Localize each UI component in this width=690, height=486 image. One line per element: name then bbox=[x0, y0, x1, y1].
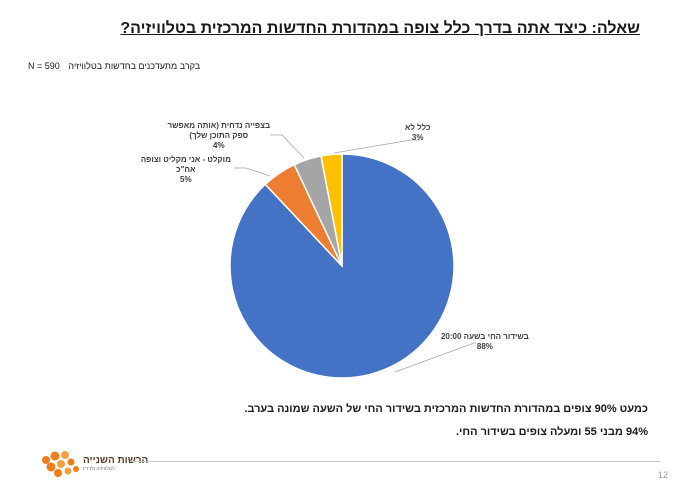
leader-line-0 bbox=[394, 342, 476, 373]
sample-info: N = 590 בקרב מתעדכנים בחדשות בטלוויזיה bbox=[28, 61, 328, 71]
page-number: 12 bbox=[657, 470, 668, 480]
logo-text: הרשות השנייה bbox=[83, 455, 149, 466]
footer-divider bbox=[130, 461, 660, 462]
slice-label-1: מוקלט - אני מקליט וצופה אח"כ 5% bbox=[141, 155, 231, 184]
conclusion-1: כמעט 90% צופים במהדורת החדשות המרכזית בש… bbox=[244, 403, 648, 415]
leader-line-3 bbox=[333, 139, 420, 154]
sample-size: N = 590 bbox=[28, 61, 60, 71]
leader-line-2 bbox=[270, 134, 305, 159]
logo-subtext: לטלוויזיה ולרדיו bbox=[83, 466, 115, 472]
logo-icon bbox=[42, 451, 79, 477]
pie-slice-3 bbox=[320, 153, 343, 267]
slide-title: שאלה: כיצד אתה בדרך כלל צופה במהדורת החד… bbox=[120, 20, 640, 37]
sample-description: בקרב מתעדכנים בחדשות בטלוויזיה bbox=[68, 61, 201, 71]
leader-line-1 bbox=[234, 167, 271, 177]
conclusion-2: 94% מבני 55 ומעלה צופים בשידור החי. bbox=[456, 426, 648, 438]
conclusions: כמעט 90% צופים במהדורת החדשות המרכזית בש… bbox=[128, 403, 648, 449]
slice-label-0: בשידור החי בשעה 20:00 88% bbox=[441, 332, 529, 351]
slice-label-2: בצפייה נדחית (אותה מאפשר ספק התוכן שלך) 4% bbox=[167, 121, 270, 150]
slice-label-3: כלל לא 3% bbox=[405, 123, 431, 142]
